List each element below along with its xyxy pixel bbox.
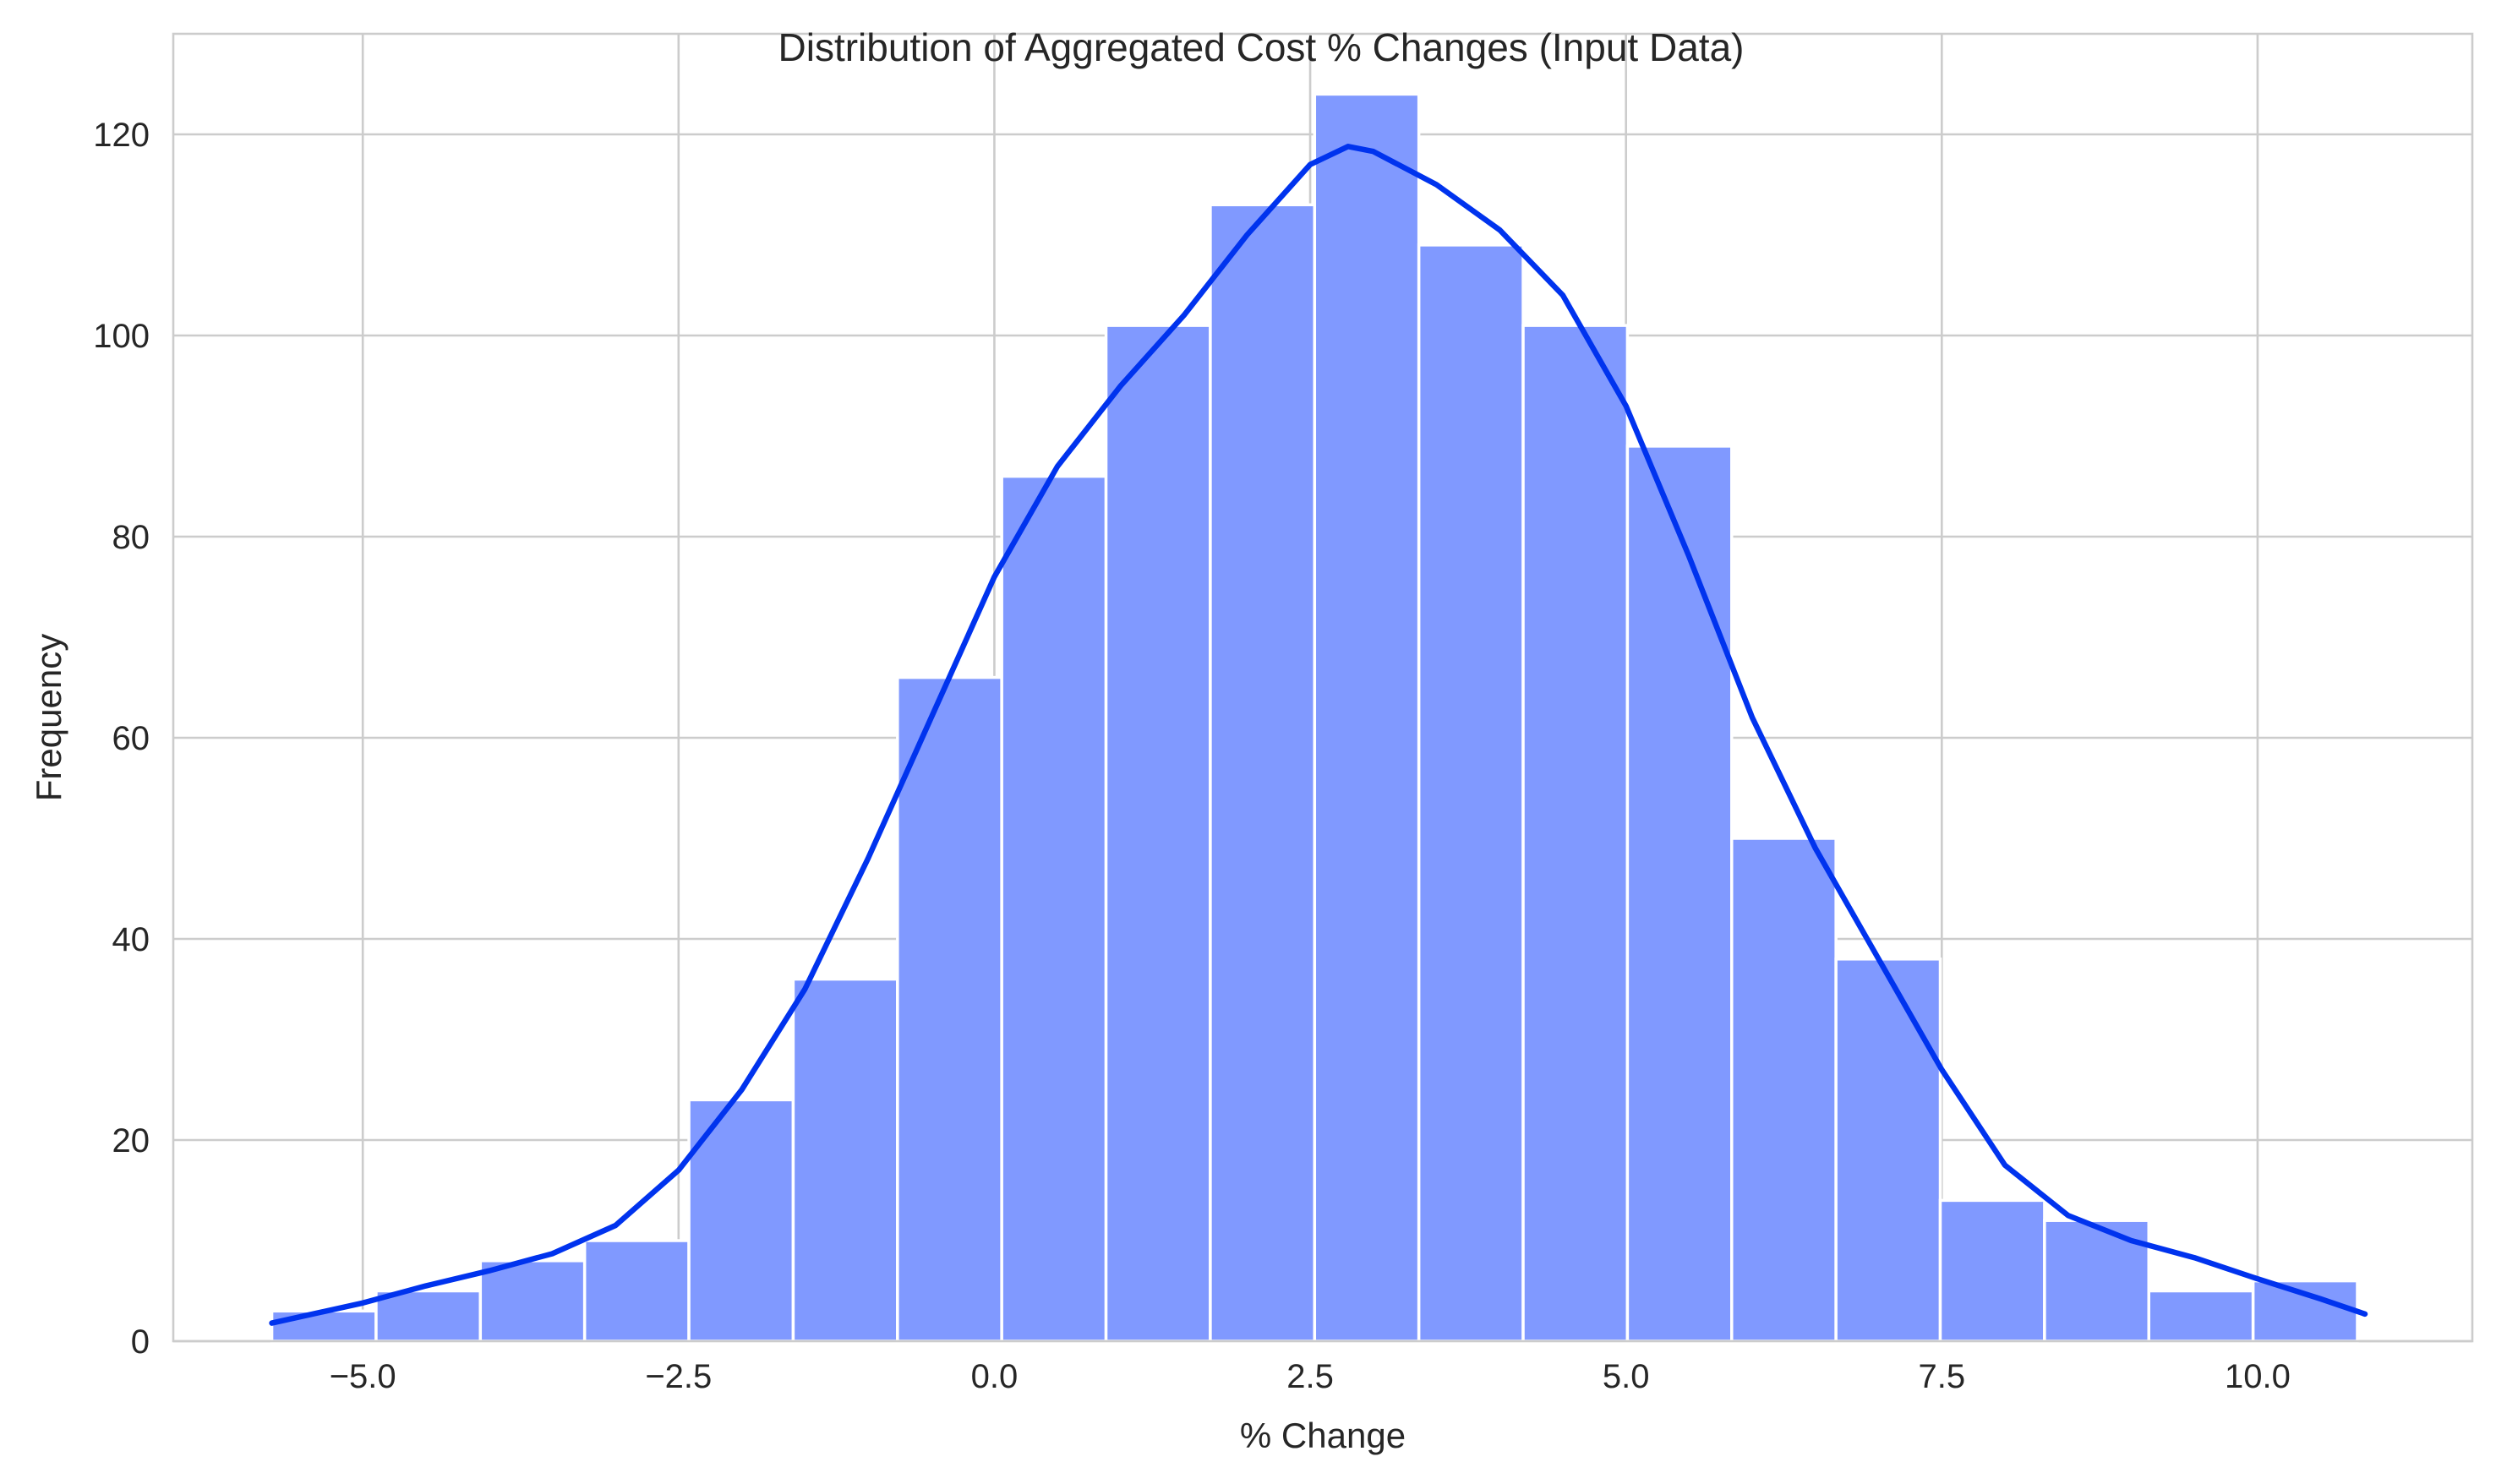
y-tick-label-5: 100 bbox=[93, 318, 150, 355]
kde-curve bbox=[269, 144, 2368, 1326]
chart-title: Distribution of Aggregated Cost % Change… bbox=[778, 25, 1745, 69]
histogram-bars bbox=[270, 92, 2359, 1343]
y-tick-label-1: 20 bbox=[112, 1122, 150, 1159]
y-axis-ticks: 0 20 40 60 80 100 120 bbox=[93, 117, 150, 1361]
histogram-bar-16 bbox=[1938, 1198, 2046, 1343]
histogram-bar-2 bbox=[478, 1259, 587, 1343]
histogram-bar-13 bbox=[1625, 445, 1734, 1343]
histogram-bar-1 bbox=[374, 1289, 483, 1343]
x-axis-label: % Change bbox=[1240, 1416, 1406, 1455]
histogram-bar-3 bbox=[582, 1239, 691, 1343]
histogram-bar-9 bbox=[1209, 203, 1317, 1343]
histogram-bar-11 bbox=[1417, 243, 1525, 1343]
histogram-bar-7 bbox=[1000, 474, 1108, 1343]
y-tick-label-0: 0 bbox=[131, 1323, 150, 1361]
histogram-bar-15 bbox=[1834, 958, 1942, 1343]
histogram-bar-0 bbox=[270, 1309, 378, 1343]
histogram-bar-8 bbox=[1104, 324, 1212, 1343]
y-tick-label-4: 80 bbox=[112, 519, 150, 556]
histogram-bar-14 bbox=[1730, 837, 1838, 1343]
x-tick-label-6: 10.0 bbox=[2225, 1358, 2291, 1395]
x-tick-label-3: 2.5 bbox=[1286, 1358, 1334, 1395]
histogram-bar-12 bbox=[1521, 324, 1630, 1343]
x-tick-label-2: 0.0 bbox=[971, 1358, 1019, 1395]
histogram-bar-18 bbox=[2147, 1289, 2255, 1343]
x-tick-label-1: −2.5 bbox=[645, 1358, 712, 1395]
histogram-bar-10 bbox=[1313, 92, 1421, 1343]
x-tick-label-5: 7.5 bbox=[1919, 1358, 1966, 1395]
x-axis-ticks: −5.0 −2.5 0.0 2.5 5.0 7.5 10.0 bbox=[330, 1358, 2291, 1395]
plot-frame bbox=[172, 32, 2474, 1343]
x-tick-label-4: 5.0 bbox=[1603, 1358, 1650, 1395]
y-tick-label-2: 40 bbox=[112, 921, 150, 958]
y-tick-label-3: 60 bbox=[112, 720, 150, 757]
histogram-bar-19 bbox=[2251, 1279, 2359, 1343]
y-tick-label-6: 120 bbox=[93, 117, 150, 154]
histogram-bar-5 bbox=[791, 977, 899, 1343]
histogram-bar-6 bbox=[896, 675, 1003, 1343]
y-axis-label: Frequency bbox=[29, 634, 68, 801]
x-tick-label-0: −5.0 bbox=[330, 1358, 396, 1395]
